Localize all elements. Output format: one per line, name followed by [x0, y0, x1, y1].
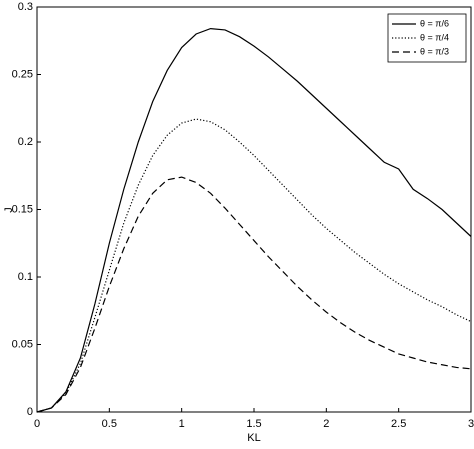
y-tick-label: 0.2: [18, 136, 33, 148]
x-tick-label: 0: [34, 418, 40, 430]
x-tick-label: 2.5: [391, 418, 406, 430]
x-tick-label: 3: [468, 418, 474, 430]
y-tick-label: 0.25: [12, 68, 33, 80]
y-axis-label: J: [3, 207, 15, 213]
y-tick-label: 0: [27, 406, 33, 418]
x-tick-label: 0.5: [102, 418, 117, 430]
y-tick-label: 0.15: [12, 203, 33, 215]
line-series: [36, 118, 472, 413]
legend-label: θ = π/6: [420, 18, 449, 28]
line-series: [36, 176, 472, 413]
legend-label: θ = π/4: [420, 32, 449, 42]
y-tick-label: 0.3: [18, 1, 33, 13]
x-axis-label: KL: [247, 432, 260, 444]
plot-frame: [36, 6, 472, 413]
y-tick-label: 0.05: [12, 338, 33, 350]
x-tick-label: 1: [179, 418, 185, 430]
legend-label: θ = π/3: [420, 46, 449, 56]
x-tick-label: 1.5: [246, 418, 261, 430]
x-tick-label: 2: [323, 418, 329, 430]
legend-box: [387, 13, 467, 63]
y-tick-label: 0.1: [18, 271, 33, 283]
line-series: [36, 27, 472, 413]
